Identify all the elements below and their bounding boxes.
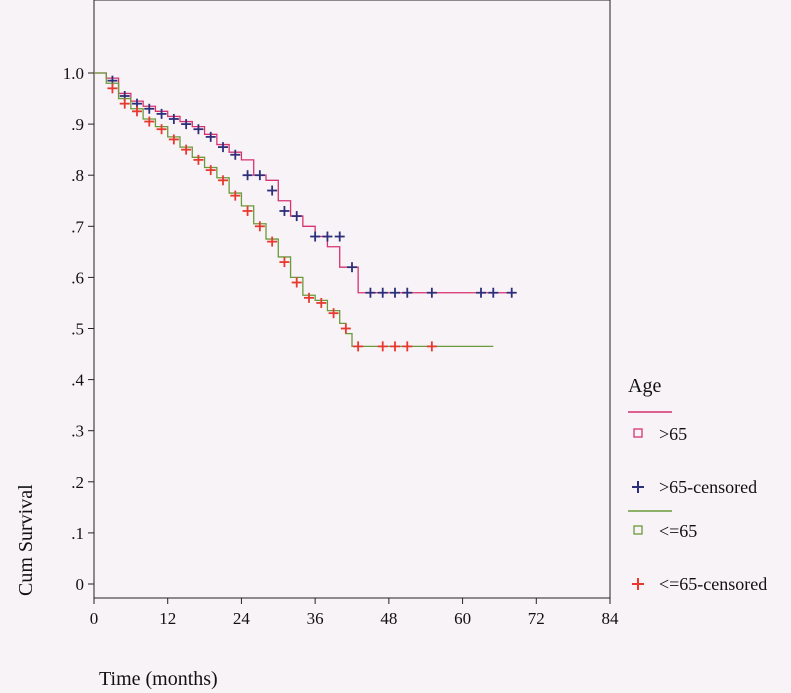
legend-label-gt65: >65 [659, 424, 687, 444]
legend-marker-le65-censored [632, 578, 644, 590]
x-axis: 0 12 24 36 48 60 72 84 [90, 598, 619, 628]
x-tick-label: 48 [380, 609, 397, 628]
x-tick-label: 12 [159, 609, 176, 628]
censor-mark [156, 124, 167, 135]
censor-mark [390, 341, 400, 352]
censor-mark [267, 185, 278, 196]
censor-mark [377, 341, 388, 352]
censor-mark [488, 287, 499, 298]
legend: Age >65 >65-censored <=65 <=65-censored [628, 375, 767, 594]
censor-mark [242, 170, 253, 181]
y-tick-label: .3 [71, 422, 84, 441]
legend-marker-gt65-censored [632, 481, 644, 493]
censor-mark [291, 211, 302, 222]
y-tick-label: .5 [71, 320, 84, 339]
censor-mark [402, 287, 413, 298]
censor-mark [426, 287, 437, 298]
x-tick-label: 0 [90, 609, 99, 628]
x-tick-label: 72 [528, 609, 545, 628]
legend-label-gt65-censored: >65-censored [659, 477, 757, 497]
y-tick-label: .4 [71, 371, 84, 390]
censor-mark [310, 231, 321, 242]
censor-mark [132, 106, 142, 117]
censor-mark [156, 108, 167, 119]
censor-mark [347, 262, 357, 273]
legend-title: Age [628, 375, 661, 397]
censor-mark [340, 323, 351, 334]
censor-mark [230, 149, 241, 160]
x-tick-label: 60 [454, 609, 471, 628]
censor-mark [168, 113, 179, 124]
censor-mark [254, 170, 265, 181]
censor-mark [316, 297, 327, 308]
censor-mark [402, 341, 413, 352]
censor-mark [328, 308, 339, 319]
y-axis-label: Cum Survival [15, 484, 37, 596]
censor-mark [181, 119, 192, 130]
censor-mark [205, 165, 216, 176]
censor-mark [279, 257, 290, 268]
censor-mark [119, 98, 130, 109]
y-tick-label: 0 [76, 575, 85, 594]
censor-mark [353, 341, 364, 352]
legend-square-le65 [633, 525, 643, 535]
censor-mark [322, 231, 333, 242]
censor-mark [279, 205, 290, 216]
censor-mark [193, 124, 204, 135]
legend-label-le65: <=65 [659, 521, 697, 541]
survival-curve-le65 [94, 72, 494, 348]
censor-mark [304, 292, 314, 303]
y-tick-label: .9 [71, 115, 84, 134]
plot-frame [93, 0, 611, 599]
censor-mark [377, 287, 388, 298]
legend-square-gt65 [633, 428, 643, 438]
censor-mark [390, 287, 400, 298]
y-tick-label: .2 [71, 473, 84, 492]
legend-label-le65-censored: <=65-censored [659, 574, 767, 594]
censor-mark [144, 116, 155, 127]
censor-mark [230, 190, 241, 201]
x-tick-label: 24 [233, 609, 251, 628]
censor-mark [144, 103, 155, 114]
y-tick-label: .6 [71, 268, 84, 287]
censor-mark [193, 154, 204, 165]
y-tick-label: 1.0 [63, 64, 84, 83]
censor-mark [242, 205, 253, 216]
series-layer [94, 72, 517, 352]
censor-mark [107, 83, 118, 94]
censor-mark [426, 341, 437, 352]
survival-curve-gt65 [94, 72, 512, 294]
y-axis: 0 .1 .2 .3 .4 .5 .6 .7 .8 .9 1.0 [63, 64, 94, 594]
censor-mark [365, 287, 376, 298]
censor-mark [291, 277, 302, 288]
censor-mark [168, 134, 179, 145]
x-tick-label: 84 [602, 609, 620, 628]
censor-mark [476, 287, 486, 298]
x-tick-label: 36 [307, 609, 324, 628]
censor-mark [334, 231, 345, 242]
y-tick-label: .8 [71, 166, 84, 185]
censor-mark [506, 287, 517, 298]
censor-mark [218, 142, 228, 153]
censor-mark [218, 175, 228, 186]
x-axis-label: Time (months) [99, 668, 218, 690]
censor-mark [267, 236, 278, 247]
censor-mark [205, 131, 216, 142]
y-tick-label: .7 [71, 217, 84, 236]
censor-mark [181, 144, 192, 155]
y-tick-label: .1 [71, 524, 84, 543]
censor-mark [254, 221, 265, 232]
